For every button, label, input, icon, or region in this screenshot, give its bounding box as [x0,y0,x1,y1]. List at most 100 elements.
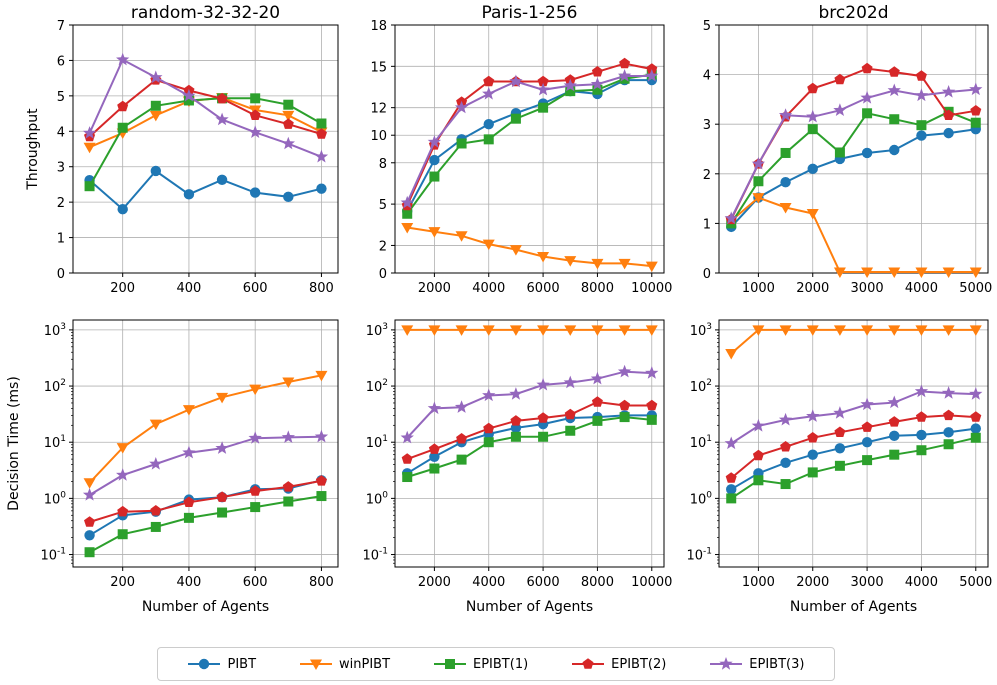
data-point-epibt2 [456,433,468,444]
data-point-epibt3 [215,441,229,454]
y-tick-label: 5 [379,198,387,213]
series-epibt1 [402,69,657,219]
y-axis-label: Throughput [25,108,41,191]
data-point-winpibt [83,142,96,154]
x-axis-label: Number of Agents [466,599,593,615]
data-point-epibt2 [537,412,549,423]
legend: PIBT winPIBT EPIBT(1) EPIBT(2) EPIBT(3) [157,647,835,681]
x-tick-label: 400 [177,575,202,590]
data-point-epibt1 [538,431,549,442]
series-epibt3 [724,82,983,225]
data-point-winpibt [564,325,577,336]
data-point-epibt2 [315,128,327,139]
y-tick-label: 100 [690,490,713,507]
data-point-winpibt [888,267,901,279]
data-point-winpibt [861,325,874,336]
series-line-pibt [406,79,652,212]
data-point-epibt3 [149,70,163,84]
data-point-epibt1 [250,93,261,104]
data-point-epibt2 [428,443,440,454]
data-point-epibt2 [216,491,228,502]
y-tick-label: 12 [370,102,387,117]
data-point-epibt2 [249,485,261,496]
y-tick-label: 103 [366,322,388,339]
data-point-epibt1 [217,507,228,518]
y-tick-label: 6 [57,54,65,69]
data-point-winpibt [482,239,495,251]
data-point-pibt [429,451,440,462]
data-point-epibt3 [281,430,295,443]
x-tick-label: 800 [309,575,334,590]
series-winpibt [401,223,658,273]
data-point-epibt3 [563,78,577,92]
chart-title: Paris-1-256 [481,3,577,23]
data-point-epibt2 [401,453,413,464]
y-tick-label: 5 [703,19,711,34]
y-tick-label: 10-1 [686,547,712,564]
data-point-pibt [943,127,954,139]
data-point-winpibt [915,267,928,279]
legend-marker-shape [199,658,210,670]
data-point-epibt2 [117,505,129,517]
data-point-epibt3 [314,429,329,443]
series-epibt1 [726,432,981,504]
data-point-epibt1 [834,147,845,158]
y-tick-label: 10 [370,129,387,144]
data-point-epibt3 [536,82,550,96]
legend-marker-shape [445,659,455,669]
data-point-epibt3 [887,83,901,97]
series-line-epibt2 [88,78,322,138]
y-tick-label: 4 [703,69,711,84]
series-line-epibt2 [89,479,322,523]
series-line-epibt2 [730,414,976,479]
x-tick-label: 5000 [959,575,992,590]
data-point-epibt1 [862,455,873,466]
axes-frame [718,24,989,274]
data-point-epibt1 [970,117,981,128]
data-point-epibt2 [943,409,955,421]
data-point-epibt2 [888,416,900,427]
data-point-epibt1 [183,512,194,523]
x-tick-label: 10000 [631,575,672,590]
y-tick-label: 100 [44,490,67,507]
data-point-epibt1 [84,547,95,558]
data-point-epibt3 [833,406,847,419]
series-line-epibt3 [406,75,652,204]
series-line-epibt3 [730,390,976,445]
data-point-winpibt [537,325,550,336]
legend-marker-pibt [188,658,221,670]
data-point-winpibt [618,258,631,270]
y-tick-label: 102 [690,378,712,395]
data-point-epibt1 [565,86,576,97]
data-point-epibt2 [619,57,631,69]
x-tick-label: 8000 [581,281,614,296]
data-point-epibt1 [183,95,194,106]
data-point-epibt2 [564,408,576,420]
data-point-epibt1 [483,437,494,448]
data-point-epibt2 [943,109,955,120]
data-point-pibt [249,187,261,198]
data-point-winpibt [888,325,901,336]
data-point-epibt2 [915,70,927,81]
data-point-winpibt [315,370,328,382]
data-point-epibt2 [970,105,982,116]
data-point-epibt3 [536,377,550,391]
data-point-epibt1 [538,102,549,113]
data-point-epibt2 [483,75,495,87]
x-tick-label: 600 [243,281,268,296]
data-point-winpibt [915,325,928,336]
data-point-epibt1 [429,171,440,182]
legend-entry-winpibt: winPIBT [299,657,390,672]
data-point-epibt1 [646,414,657,425]
data-point-winpibt [401,325,414,336]
legend-label: PIBT [227,656,257,672]
data-point-pibt [316,183,327,194]
chart-panel-2: 2000 4000 6000 8000 10000 0 2 5 8 10 12 15 18 Paris-1… [370,3,672,296]
data-point-epibt3 [454,400,469,413]
data-point-pibt [916,130,927,141]
data-point-winpibt [249,384,262,396]
y-axis-label: Decision Time (ms) [6,376,22,511]
chart-panel-5: 2000 4000 6000 8000 10000 10-1 100 101 102 103 Num… [362,319,672,615]
series-epibt2 [725,409,982,483]
data-point-epibt2 [510,415,522,426]
